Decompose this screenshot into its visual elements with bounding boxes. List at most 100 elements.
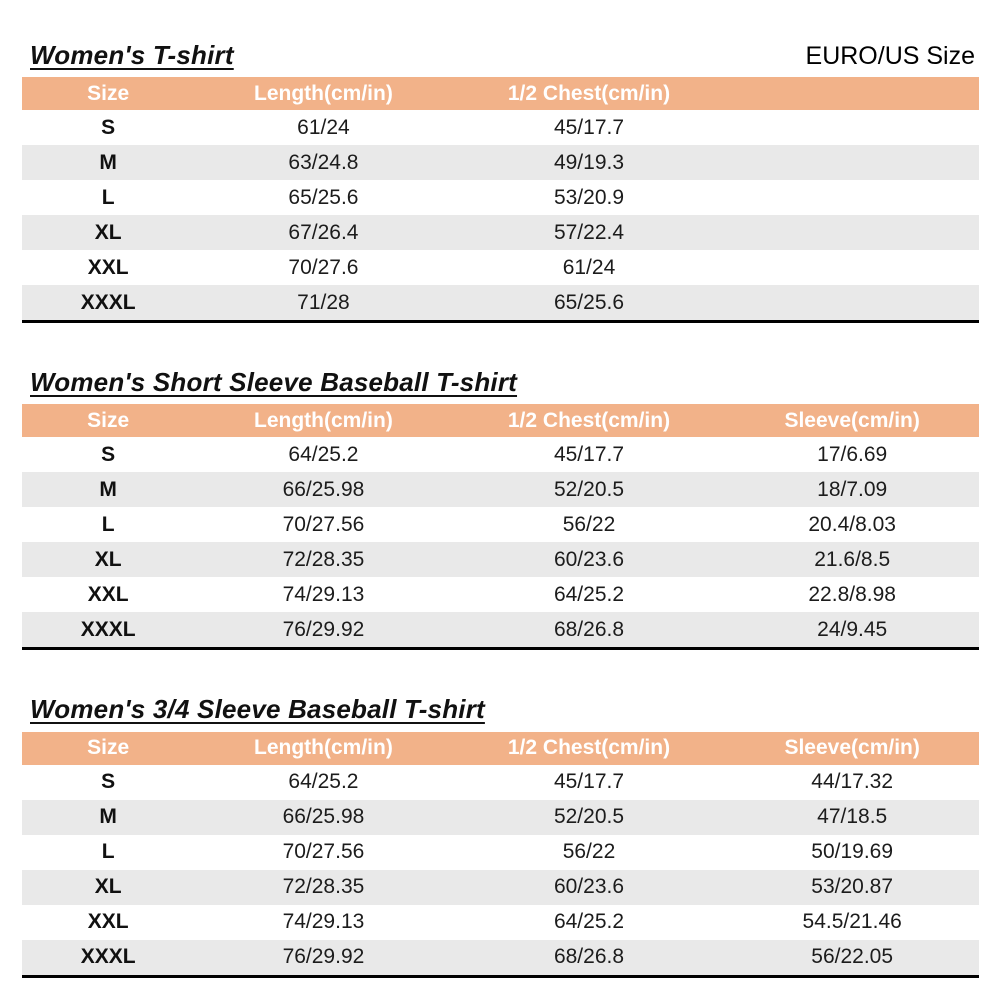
cell-sleeve: 53/20.87 xyxy=(811,875,894,899)
cell-chest: 56/22 xyxy=(562,512,616,536)
cell-size: L xyxy=(101,512,115,536)
cell-sleeve: 44/17.32 xyxy=(811,770,894,794)
table-row: XXXL 71/28 65/25.6 xyxy=(22,285,979,322)
section-title-womens-tshirt: Women's T-shirt xyxy=(30,40,234,70)
cell-chest: 68/26.8 xyxy=(553,617,625,641)
cell-length: 67/26.4 xyxy=(288,220,359,244)
cell-sleeve: 17/6.69 xyxy=(817,442,888,466)
cell-sleeve: 54.5/21.46 xyxy=(802,910,902,934)
cell-length: 70/27.56 xyxy=(282,840,365,864)
cell-length: 66/25.98 xyxy=(282,805,365,829)
cell-chest: 60/23.6 xyxy=(553,547,625,571)
cell-length: 74/29.13 xyxy=(282,910,365,934)
cell-size: XXXL xyxy=(80,945,136,969)
cell-sleeve: 20.4/8.03 xyxy=(808,512,896,536)
column-header-sleeve: Sleeve(cm/in) xyxy=(725,404,979,438)
page-header: Women's T-shirt EURO/US Size xyxy=(22,40,979,71)
cell-chest: 57/22.4 xyxy=(553,220,625,244)
cell-size: XXL xyxy=(87,582,129,606)
table-row: S 61/24 45/17.7 xyxy=(22,110,979,145)
cell-size: XXL xyxy=(87,255,129,279)
table-womens-tshirt: Size Length(cm/in) 1/2 Chest(cm/in) S 61… xyxy=(22,77,979,324)
cell-chest: 52/20.5 xyxy=(553,805,625,829)
column-header-length: Length(cm/in) xyxy=(194,77,453,111)
cell-size: XL xyxy=(94,220,122,244)
cell-length: 66/25.98 xyxy=(282,477,365,501)
column-header-chest: 1/2 Chest(cm/in) xyxy=(452,77,726,111)
cell-empty xyxy=(725,110,979,145)
cell-length: 70/27.6 xyxy=(288,255,359,279)
cell-size: XL xyxy=(94,547,122,571)
cell-chest: 64/25.2 xyxy=(553,582,625,606)
cell-length: 72/28.35 xyxy=(282,547,365,571)
cell-size: XL xyxy=(94,875,122,899)
cell-chest: 52/20.5 xyxy=(553,477,625,501)
cell-empty xyxy=(725,180,979,215)
cell-empty xyxy=(725,250,979,285)
cell-sleeve: 21.6/8.5 xyxy=(814,547,891,571)
table-row: L 65/25.6 53/20.9 xyxy=(22,180,979,215)
column-header-empty xyxy=(725,77,979,111)
cell-length: 76/29.92 xyxy=(282,945,365,969)
cell-size: S xyxy=(101,115,116,139)
column-header-size: Size xyxy=(22,77,195,111)
table-row: L 70/27.56 56/22 50/19.69 xyxy=(22,835,979,870)
cell-size: XXXL xyxy=(80,290,136,314)
column-header-chest: 1/2 Chest(cm/in) xyxy=(452,404,726,438)
cell-empty xyxy=(725,215,979,250)
table-row: M 66/25.98 52/20.5 47/18.5 xyxy=(22,799,979,835)
table-womens-short-sleeve-baseball-tshirt: Size Length(cm/in) 1/2 Chest(cm/in) Slee… xyxy=(22,404,979,651)
table-header-row: Size Length(cm/in) 1/2 Chest(cm/in) Slee… xyxy=(22,731,979,765)
cell-sleeve: 18/7.09 xyxy=(817,477,888,501)
cell-length: 64/25.2 xyxy=(288,442,359,466)
cell-length: 70/27.56 xyxy=(282,512,365,536)
cell-sleeve: 24/9.45 xyxy=(817,617,888,641)
table-row: XXXL 76/29.92 68/26.8 56/22.05 xyxy=(22,939,979,977)
table-row: S 64/25.2 45/17.7 17/6.69 xyxy=(22,437,979,472)
table-row: XL 72/28.35 60/23.6 53/20.87 xyxy=(22,869,979,905)
cell-chest: 56/22 xyxy=(562,840,616,864)
cell-size: S xyxy=(101,770,116,794)
table-row: M 66/25.98 52/20.5 18/7.09 xyxy=(22,472,979,508)
cell-size: XXXL xyxy=(80,617,136,641)
cell-sleeve: 47/18.5 xyxy=(817,805,888,829)
column-header-length: Length(cm/in) xyxy=(194,404,453,438)
table-row: S 64/25.2 45/17.7 44/17.32 xyxy=(22,765,979,800)
cell-size: L xyxy=(101,185,115,209)
cell-size: M xyxy=(99,477,117,501)
cell-chest: 53/20.9 xyxy=(553,185,625,209)
table-row: XL 67/26.4 57/22.4 xyxy=(22,215,979,251)
cell-length: 64/25.2 xyxy=(288,770,359,794)
column-header-size: Size xyxy=(22,731,195,765)
table-row: XXL 74/29.13 64/25.2 54.5/21.46 xyxy=(22,905,979,940)
cell-length: 71/28 xyxy=(297,290,350,314)
cell-length: 61/24 xyxy=(297,115,350,139)
cell-chest: 65/25.6 xyxy=(553,290,625,314)
cell-size: M xyxy=(99,805,117,829)
cell-size: M xyxy=(99,150,117,174)
column-header-sleeve: Sleeve(cm/in) xyxy=(725,731,979,765)
cell-chest: 61/24 xyxy=(562,255,616,279)
cell-size: XXL xyxy=(87,910,129,934)
cell-sleeve: 22.8/8.98 xyxy=(808,582,896,606)
table-header-row: Size Length(cm/in) 1/2 Chest(cm/in) Slee… xyxy=(22,404,979,438)
cell-chest: 45/17.7 xyxy=(553,442,625,466)
table-row: XL 72/28.35 60/23.6 21.6/8.5 xyxy=(22,542,979,578)
table-womens-34-sleeve-baseball-tshirt: Size Length(cm/in) 1/2 Chest(cm/in) Slee… xyxy=(22,731,979,978)
table-row: M 63/24.8 49/19.3 xyxy=(22,145,979,181)
cell-length: 65/25.6 xyxy=(288,185,359,209)
cell-empty xyxy=(725,285,979,322)
table-row: L 70/27.56 56/22 20.4/8.03 xyxy=(22,507,979,542)
table-row: XXL 70/27.6 61/24 xyxy=(22,250,979,285)
column-header-size: Size xyxy=(22,404,195,438)
cell-length: 74/29.13 xyxy=(282,582,365,606)
section-title-womens-34-sleeve-baseball-tshirt: Women's 3/4 Sleeve Baseball T-shirt xyxy=(30,694,485,725)
cell-chest: 45/17.7 xyxy=(553,115,625,139)
cell-empty xyxy=(725,145,979,180)
cell-length: 63/24.8 xyxy=(288,150,359,174)
cell-length: 76/29.92 xyxy=(282,617,365,641)
cell-chest: 60/23.6 xyxy=(553,875,625,899)
column-header-length: Length(cm/in) xyxy=(194,731,453,765)
cell-size: L xyxy=(101,840,115,864)
section-title-womens-short-sleeve-baseball-tshirt: Women's Short Sleeve Baseball T-shirt xyxy=(30,367,518,398)
